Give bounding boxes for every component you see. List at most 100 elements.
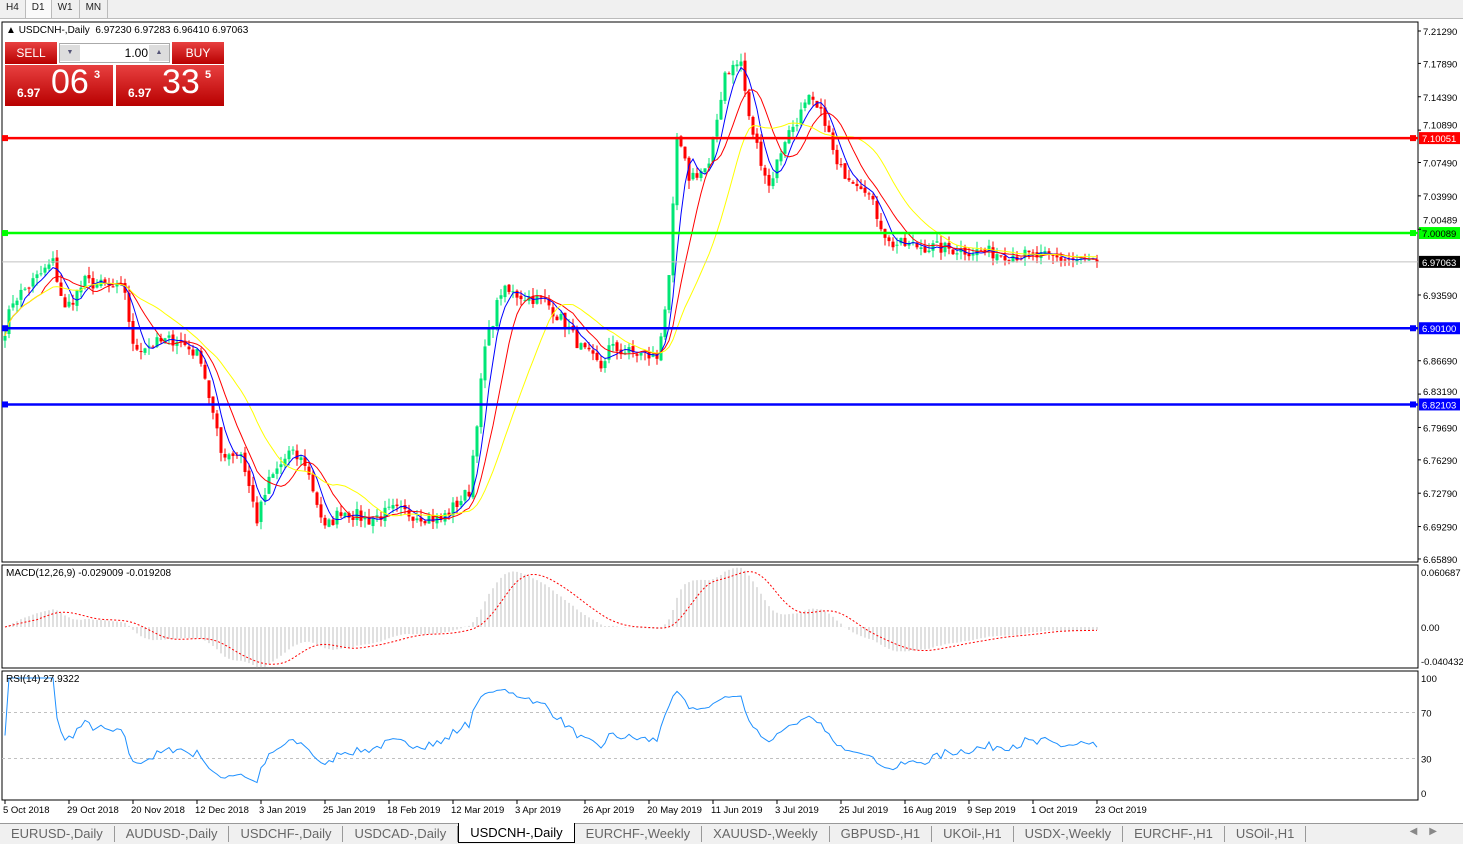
price-axis-label: 6.79690 — [1423, 423, 1457, 434]
candle — [731, 60, 735, 84]
candle-body — [303, 457, 307, 466]
candle — [123, 278, 127, 300]
lot-increase-icon[interactable]: ▲ — [149, 45, 169, 61]
moving-average-line — [4, 66, 1098, 521]
level-handle — [1410, 230, 1416, 237]
candle-body — [747, 92, 751, 117]
candle — [551, 302, 555, 324]
level-handle — [2, 230, 8, 237]
symbol-tab[interactable]: USDCAD-,Daily — [343, 826, 459, 842]
timeframe-w1[interactable]: W1 — [52, 0, 80, 18]
candle — [827, 120, 831, 133]
candle-body — [347, 513, 351, 518]
candle — [47, 259, 51, 271]
candle-body — [727, 73, 731, 75]
candle-body — [287, 450, 291, 460]
buy-price[interactable]: 6.97 33 5 — [116, 63, 224, 106]
candle-body — [63, 297, 67, 308]
candle — [167, 331, 171, 345]
candle-body — [191, 349, 195, 356]
candle — [767, 168, 771, 193]
candle-body — [415, 518, 419, 521]
candle — [215, 410, 219, 437]
candle-body — [663, 309, 667, 338]
date-axis-label: 25 Jul 2019 — [839, 805, 888, 816]
candle — [971, 247, 975, 261]
lot-input[interactable] — [82, 45, 148, 61]
symbol-tab[interactable]: UKOil-,H1 — [932, 826, 1014, 842]
candle — [143, 347, 147, 356]
symbol-tab[interactable]: USDX-,Weekly — [1014, 826, 1124, 842]
candle — [135, 338, 139, 351]
candle-body — [175, 341, 179, 346]
timeframe-mn[interactable]: MN — [80, 0, 109, 18]
timeframe-toolbar: H4 D1 W1 MN — [0, 0, 1463, 19]
date-axis-label: 3 Jul 2019 — [775, 805, 819, 816]
candle — [115, 280, 119, 294]
candle-body — [455, 500, 459, 507]
candle-body — [391, 505, 395, 509]
candle-body — [631, 346, 635, 353]
candle-body — [411, 516, 415, 521]
candle-body — [895, 244, 899, 246]
candle-body — [23, 288, 27, 290]
candle — [507, 283, 511, 295]
level-handle — [2, 135, 8, 142]
date-axis-label: 23 Oct 2019 — [1095, 805, 1147, 816]
candle — [131, 313, 135, 352]
chart-canvas[interactable]: 7.100517.000896.901006.821036.970637.212… — [0, 20, 1463, 823]
candle-body — [67, 301, 71, 307]
candle-body — [507, 284, 511, 292]
one-click-trading-panel: SELL ▼ ▲ BUY 6.97 06 3 6.97 33 5 — [5, 42, 224, 106]
symbol-tab[interactable]: XAUUSD-,Weekly — [702, 826, 830, 842]
symbol-tab[interactable]: AUDUSD-,Daily — [115, 826, 230, 842]
candle — [739, 53, 743, 72]
candle — [719, 91, 723, 120]
lot-decrease-icon[interactable]: ▼ — [60, 45, 80, 61]
tab-scroll-arrows[interactable]: ◀▶ — [1409, 826, 1449, 837]
symbol-tab-active[interactable]: USDCNH-,Daily — [458, 823, 575, 843]
candle — [247, 463, 251, 493]
sell-price[interactable]: 6.97 06 3 — [5, 63, 113, 106]
candle — [55, 250, 59, 283]
candle-body — [71, 302, 75, 305]
candle — [351, 510, 355, 527]
candle-body — [891, 241, 895, 248]
candle-body — [423, 521, 427, 524]
buy-button[interactable]: BUY — [172, 42, 224, 64]
candle-body — [847, 178, 851, 181]
candle — [1051, 253, 1055, 265]
lot-stepper[interactable]: ▼ ▲ — [59, 43, 170, 63]
sell-button[interactable]: SELL — [5, 42, 57, 64]
candle — [663, 306, 667, 340]
level-price-label: 6.90100 — [1422, 324, 1456, 335]
candle — [251, 476, 255, 508]
timeframe-d1[interactable]: D1 — [25, 0, 52, 18]
timeframe-h4[interactable]: H4 — [0, 0, 26, 18]
symbol-tab[interactable]: EURCHF-,Weekly — [575, 826, 703, 842]
candle-body — [151, 346, 155, 348]
candle-body — [671, 203, 675, 276]
candle-body — [915, 243, 919, 248]
candle — [859, 179, 863, 190]
candle — [687, 156, 691, 190]
candle-body — [1039, 252, 1043, 259]
candle-body — [835, 149, 839, 165]
symbol-tab[interactable]: USDCHF-,Daily — [229, 826, 344, 842]
candle-body — [599, 360, 603, 369]
candle-body — [1031, 252, 1035, 254]
price-axis-label: 7.07490 — [1423, 159, 1457, 170]
symbol-tab[interactable]: EURCHF-,H1 — [1123, 826, 1225, 842]
buy-price-prefix: 6.97 — [128, 86, 152, 100]
symbol-tab[interactable]: GBPUSD-,H1 — [830, 826, 933, 842]
symbol-tab[interactable]: USOil-,H1 — [1225, 826, 1307, 842]
candle-body — [863, 187, 867, 193]
candle — [747, 88, 751, 120]
candle-body — [899, 237, 903, 244]
candle-body — [859, 186, 863, 190]
candle-body — [795, 125, 799, 127]
rsi-axis-label: 70 — [1421, 709, 1432, 720]
candle — [511, 284, 515, 299]
candle-body — [735, 64, 739, 67]
symbol-tab[interactable]: EURUSD-,Daily — [0, 826, 115, 842]
